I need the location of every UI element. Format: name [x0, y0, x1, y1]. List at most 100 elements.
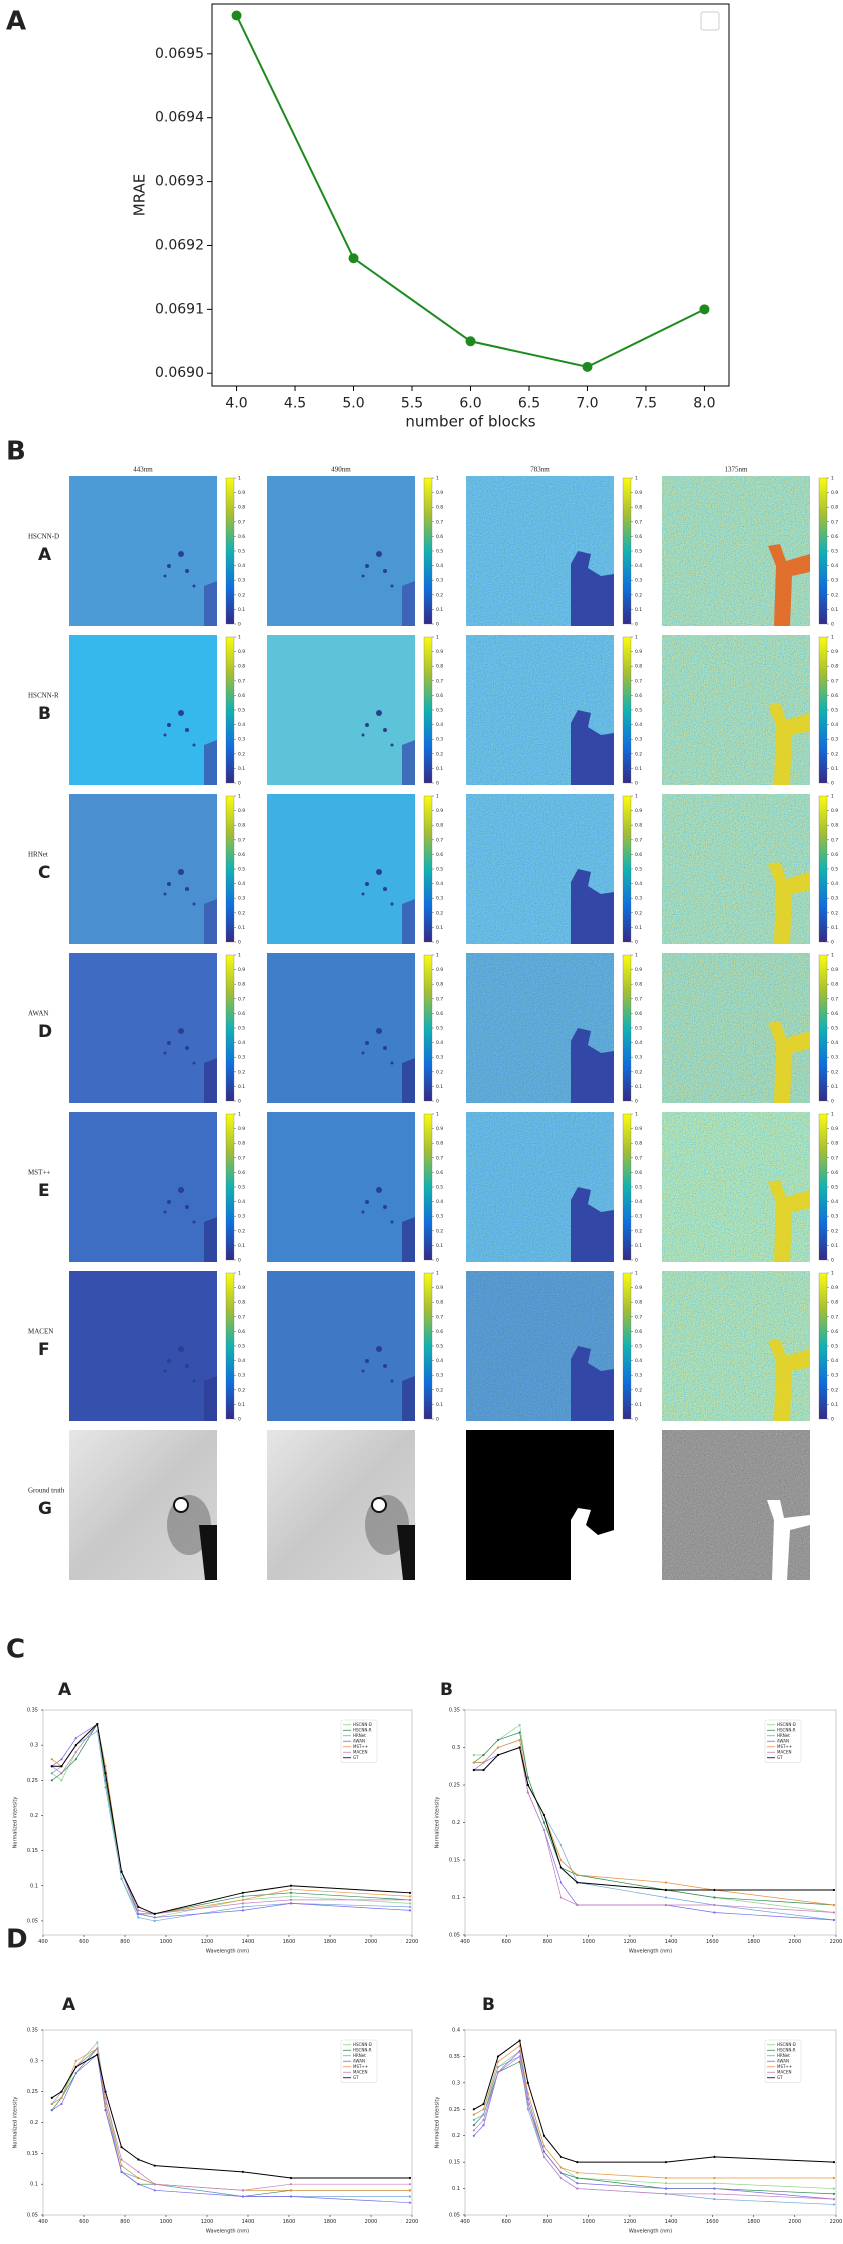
colorbar-tick-label: 0.5 — [238, 1344, 245, 1350]
data-point — [348, 253, 359, 264]
column-header: 1375nm — [725, 466, 749, 474]
colorbar-tick-label: 0.8 — [238, 982, 245, 988]
colorbar-tick-label: 0.7 — [238, 837, 245, 843]
colorbar-tick-label: 0 — [831, 1417, 834, 1423]
row-letter: E — [38, 1181, 50, 1201]
colorbar-tick-label: 0.5 — [436, 708, 443, 714]
colorbar-tick-label: 0.2 — [238, 1228, 245, 1234]
legend-label: HRNet — [777, 1733, 790, 1738]
colorbar-tick-label: 0.6 — [635, 1011, 642, 1017]
image-speck — [178, 710, 184, 716]
data-point — [496, 2055, 500, 2058]
colorbar-tick-label: 0.6 — [436, 534, 443, 540]
panel-letter: D — [6, 1925, 28, 1955]
data-point — [518, 1723, 521, 1727]
image — [267, 476, 415, 626]
image-region — [402, 581, 415, 626]
colorbar-tick-label: 0.3 — [635, 1373, 642, 1379]
image-speck — [376, 710, 382, 716]
image-region — [571, 1346, 614, 1421]
colorbar-tick-label: 0.5 — [635, 1026, 642, 1032]
row-method: MST++ — [28, 1169, 50, 1177]
colorbar — [818, 477, 828, 625]
data-point — [559, 1858, 562, 1862]
data-point — [74, 1744, 77, 1747]
image-region — [402, 1058, 415, 1103]
x-tick-label: 2000 — [365, 1939, 378, 1945]
data-point — [496, 2065, 500, 2069]
colorbar-tick-label: 0.1 — [436, 1084, 443, 1090]
legend-label: HRNet — [777, 2053, 790, 2058]
data-point — [60, 1765, 63, 1768]
colorbar-tick-label: 0.8 — [831, 505, 838, 511]
row-letter: C — [38, 863, 50, 883]
legend-label: MST++ — [353, 2064, 368, 2069]
legend-label: MST++ — [353, 1744, 368, 1749]
colorbar-tick-label: 0.3 — [238, 896, 245, 902]
data-point — [699, 304, 710, 315]
colorbar-tick-label: 0.2 — [238, 1069, 245, 1075]
legend-box — [700, 11, 720, 31]
image-speck — [167, 882, 171, 886]
image-speck — [365, 1359, 369, 1363]
plot-frame — [211, 3, 730, 387]
x-tick-label: 1200 — [201, 1939, 214, 1945]
y-tick-label: 0.2 — [30, 1813, 38, 1819]
y-tick-label: 0.0690 — [155, 365, 204, 381]
colorbar-tick-label: 0.4 — [436, 1040, 443, 1046]
y-tick-label: 0.2 — [452, 1820, 460, 1826]
colorbar-tick-label: 0 — [831, 781, 834, 787]
data-point — [289, 2189, 293, 2192]
colorbar-tick-label: 0.6 — [635, 1170, 642, 1176]
data-point — [559, 1881, 562, 1884]
colorbar-tick-label: 0.4 — [635, 1199, 642, 1205]
x-tick-label: 8.0 — [693, 396, 715, 412]
data-point — [482, 1753, 485, 1757]
x-tick-label: 5.0 — [342, 396, 364, 412]
data-point — [664, 1888, 668, 1892]
image-region — [768, 544, 810, 626]
heatmap — [662, 635, 810, 785]
image-region — [204, 1217, 217, 1262]
x-tick-label: 6.5 — [518, 396, 540, 412]
colorbar-tick-label: 0.5 — [238, 1185, 245, 1191]
image-speck — [185, 1205, 189, 1209]
colorbar-tick-label: 0.9 — [831, 1126, 838, 1132]
colorbar — [225, 477, 235, 625]
colorbar-tick-label: 0 — [635, 940, 638, 946]
data-point — [289, 1902, 293, 1905]
data-point — [120, 1870, 123, 1873]
data-point — [472, 2124, 475, 2127]
colorbar — [225, 954, 235, 1102]
image-speck — [365, 564, 369, 568]
data-point — [96, 2041, 99, 2044]
colorbar-tick-label: 0.8 — [436, 505, 443, 511]
colorbar-tick-label: 0 — [831, 940, 834, 946]
image-speck — [390, 743, 394, 747]
data-point — [241, 1909, 244, 1912]
colorbar-tick-label: 0.7 — [635, 1314, 642, 1320]
data-point — [241, 1898, 244, 1901]
colorbar-tick-label: 1 — [635, 635, 638, 641]
colorbar-tick-label: 0.1 — [635, 1243, 642, 1249]
y-tick-label: 0.35 — [449, 1708, 460, 1714]
image-region — [204, 581, 217, 626]
colorbar-tick-label: 0.5 — [238, 867, 245, 873]
image-region — [768, 862, 810, 944]
data-point — [664, 1881, 668, 1884]
data-point — [408, 2189, 412, 2192]
heatmap — [267, 1112, 415, 1262]
y-tick-label: 0.05 — [449, 2213, 460, 2219]
colorbar-tick-label: 0 — [436, 940, 439, 946]
data-point — [104, 2096, 107, 2099]
colorbar-tick-label: 0.2 — [635, 1228, 642, 1234]
colorbar-tick-label: 0.2 — [436, 1387, 443, 1393]
row-method: HSCNN-R — [28, 692, 59, 700]
y-tick-label: 0.15 — [449, 2160, 460, 2166]
data-point — [832, 2161, 836, 2164]
data-point — [104, 1772, 107, 1775]
data-point — [50, 1779, 53, 1782]
colorbar-tick-label: 0.5 — [436, 867, 443, 873]
image-speck — [361, 574, 365, 578]
image — [267, 1271, 415, 1421]
